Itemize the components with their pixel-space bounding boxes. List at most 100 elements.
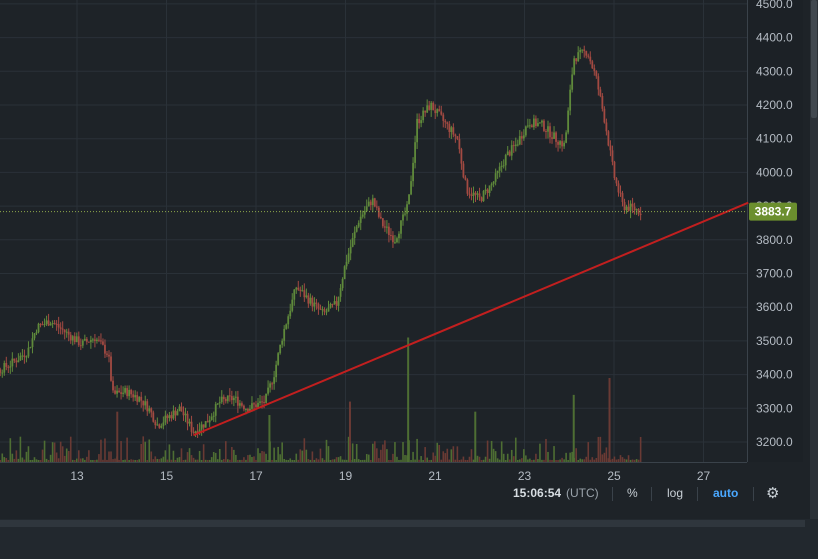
candle-body bbox=[104, 344, 106, 354]
candle-body bbox=[339, 288, 342, 297]
candle-body bbox=[313, 302, 316, 307]
candle-body bbox=[577, 52, 580, 62]
candle-body bbox=[196, 431, 199, 434]
candle-body bbox=[230, 396, 233, 401]
x-tick-label: 27 bbox=[697, 469, 711, 483]
clock-timezone: (UTC) bbox=[566, 486, 599, 500]
toolbar-divider bbox=[651, 487, 652, 501]
candle-body bbox=[285, 324, 288, 329]
candle-body bbox=[263, 401, 265, 403]
y-tick-label: 3700.0 bbox=[756, 267, 793, 281]
candle-body bbox=[307, 295, 310, 304]
candle-body bbox=[597, 76, 600, 90]
candle-body bbox=[164, 415, 167, 423]
x-tick-label: 13 bbox=[70, 469, 84, 483]
y-tick-label: 3500.0 bbox=[756, 334, 793, 348]
candle-body bbox=[486, 189, 489, 194]
candle-body bbox=[31, 338, 34, 348]
candle-body bbox=[85, 338, 88, 342]
candle-body bbox=[394, 242, 396, 244]
candle-body bbox=[158, 424, 161, 428]
candle-body bbox=[108, 354, 110, 357]
candle-body bbox=[81, 340, 84, 346]
candle-body bbox=[498, 166, 501, 171]
candle-body bbox=[67, 331, 70, 335]
candle-body bbox=[259, 401, 261, 403]
candle-body bbox=[396, 238, 398, 243]
candle-body bbox=[299, 289, 302, 291]
percent-scale-button[interactable]: % bbox=[627, 486, 638, 500]
candle-body bbox=[178, 406, 181, 412]
candle-body bbox=[539, 122, 541, 124]
candle-body bbox=[112, 380, 114, 391]
current-price-label: 3883.7 bbox=[755, 205, 792, 219]
candle-body bbox=[412, 162, 414, 182]
candle-body bbox=[420, 120, 423, 124]
candle-body bbox=[5, 363, 8, 367]
candle-body bbox=[51, 323, 54, 325]
candle-body bbox=[587, 55, 590, 57]
candle-body bbox=[565, 132, 568, 143]
candle-body bbox=[241, 403, 243, 406]
candle-body bbox=[516, 144, 519, 146]
candle-body bbox=[226, 395, 229, 402]
candle-body bbox=[585, 51, 588, 56]
candle-body bbox=[627, 206, 630, 211]
candle-body bbox=[21, 355, 24, 357]
candle-body bbox=[39, 323, 42, 325]
candle-body bbox=[353, 231, 356, 239]
candle-body bbox=[496, 170, 499, 174]
candle-body bbox=[325, 311, 328, 313]
candle-body bbox=[114, 390, 116, 394]
log-scale-button[interactable]: log bbox=[667, 486, 684, 500]
candle-body bbox=[206, 421, 209, 423]
candle-body bbox=[148, 408, 151, 412]
candle-body bbox=[128, 389, 131, 397]
candle-body bbox=[287, 316, 290, 325]
candle-body bbox=[545, 130, 547, 132]
candle-body bbox=[0, 369, 2, 373]
candle-body bbox=[551, 137, 553, 139]
candle-body bbox=[232, 397, 235, 401]
y-tick-label: 3300.0 bbox=[756, 401, 793, 415]
candle-body bbox=[96, 339, 98, 342]
candle-body bbox=[406, 204, 408, 214]
candle-body bbox=[11, 358, 14, 367]
candle-body bbox=[593, 68, 596, 72]
candle-body bbox=[541, 120, 543, 123]
candle-body bbox=[202, 424, 205, 428]
candle-body bbox=[55, 323, 58, 325]
x-tick-label: 21 bbox=[428, 469, 442, 483]
candle-body bbox=[61, 328, 64, 330]
candle-body bbox=[400, 220, 402, 234]
candle-body bbox=[607, 131, 610, 146]
candle-body bbox=[484, 189, 487, 191]
candle-body bbox=[450, 127, 453, 133]
candle-body bbox=[94, 339, 96, 342]
candle-body bbox=[547, 126, 549, 132]
candle-body bbox=[19, 355, 22, 361]
candle-body bbox=[357, 222, 360, 227]
gear-icon[interactable]: ⚙ bbox=[766, 485, 780, 502]
auto-scale-button[interactable]: auto bbox=[713, 486, 739, 500]
candle-body bbox=[283, 328, 286, 341]
x-tick-label: 19 bbox=[339, 469, 353, 483]
candle-body bbox=[359, 216, 362, 223]
candle-body bbox=[297, 287, 300, 290]
candle-body bbox=[152, 412, 155, 422]
candle-body bbox=[414, 142, 416, 163]
candle-body bbox=[490, 183, 493, 186]
candle-body bbox=[611, 150, 614, 162]
candle-body bbox=[631, 203, 634, 207]
candle-body bbox=[448, 123, 451, 133]
candle-body bbox=[355, 226, 358, 232]
candle-body bbox=[500, 165, 503, 167]
candle-body bbox=[289, 310, 292, 317]
candle-body bbox=[200, 424, 203, 430]
candle-body bbox=[216, 403, 219, 405]
y-tick-label: 4000.0 bbox=[756, 165, 793, 179]
candle-body bbox=[7, 366, 10, 368]
